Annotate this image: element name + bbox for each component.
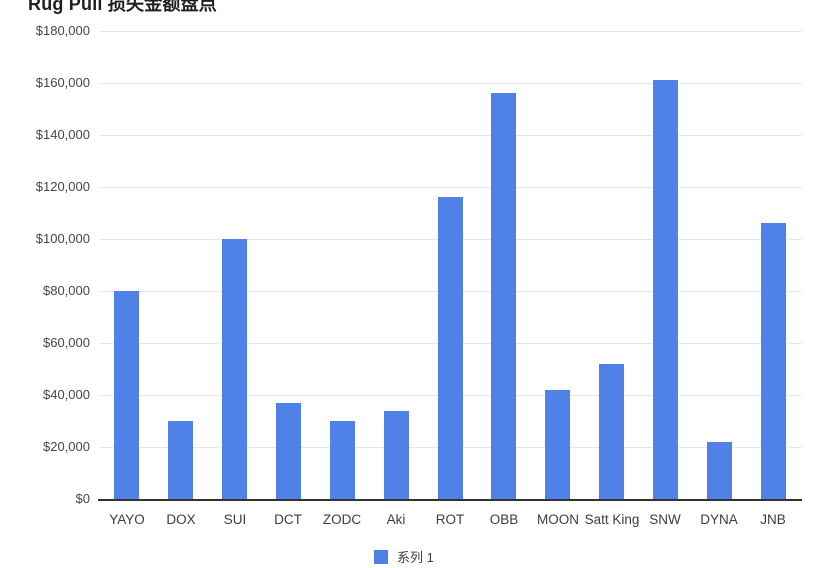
y-axis-tick-label: $40,000 bbox=[43, 387, 90, 402]
y-axis-tick-label: $100,000 bbox=[35, 231, 90, 246]
x-axis-label: YAYO bbox=[109, 512, 145, 527]
y-axis-tick-label: $20,000 bbox=[43, 439, 90, 454]
y-axis-tick-label: $160,000 bbox=[35, 75, 90, 90]
bar-rot bbox=[438, 197, 463, 499]
y-axis-tick-label: $140,000 bbox=[35, 127, 90, 142]
gridline bbox=[100, 187, 802, 188]
x-axis-baseline bbox=[98, 499, 802, 501]
x-axis-label: DYNA bbox=[700, 512, 738, 527]
bar-dox bbox=[168, 421, 193, 499]
bar-moon bbox=[545, 390, 570, 499]
y-axis-tick-label: $60,000 bbox=[43, 335, 90, 350]
bar-satt-king bbox=[599, 364, 624, 499]
y-axis-tick-label: $120,000 bbox=[35, 179, 90, 194]
y-axis-tick-label: $180,000 bbox=[35, 23, 90, 38]
bar-snw bbox=[653, 80, 678, 499]
x-axis-label: SNW bbox=[649, 512, 681, 527]
x-axis-label: OBB bbox=[489, 512, 519, 527]
x-axis-label: JNB bbox=[760, 512, 786, 527]
gridline bbox=[100, 83, 802, 84]
x-axis-label: MOON bbox=[537, 512, 579, 527]
gridline bbox=[100, 31, 802, 32]
x-axis-label: Satt King bbox=[584, 512, 640, 527]
bar-dyna bbox=[707, 442, 732, 499]
legend-swatch bbox=[374, 549, 388, 564]
x-axis-label: Aki bbox=[386, 512, 406, 527]
bar-sui bbox=[222, 239, 247, 499]
chart-title: Rug Pull 损失金额盘点 bbox=[28, 0, 217, 14]
y-axis-tick-label: $0 bbox=[75, 491, 90, 506]
bar-zodc bbox=[330, 421, 355, 499]
bar-yayo bbox=[114, 291, 139, 499]
bar-jnb bbox=[761, 223, 786, 499]
x-axis-label: SUI bbox=[223, 512, 247, 527]
x-axis-label: ZODC bbox=[322, 512, 362, 527]
legend-series-label: 系列 1 bbox=[397, 550, 434, 565]
gridline bbox=[100, 135, 802, 136]
legend: 系列 1 bbox=[374, 547, 434, 566]
bar-dct bbox=[276, 403, 301, 499]
y-axis-tick-label: $80,000 bbox=[43, 283, 90, 298]
x-axis-label: DCT bbox=[274, 512, 302, 527]
x-axis-label: DOX bbox=[166, 512, 196, 527]
bar-aki bbox=[384, 411, 409, 499]
bar-obb bbox=[491, 93, 516, 499]
x-axis-label: ROT bbox=[435, 512, 465, 527]
